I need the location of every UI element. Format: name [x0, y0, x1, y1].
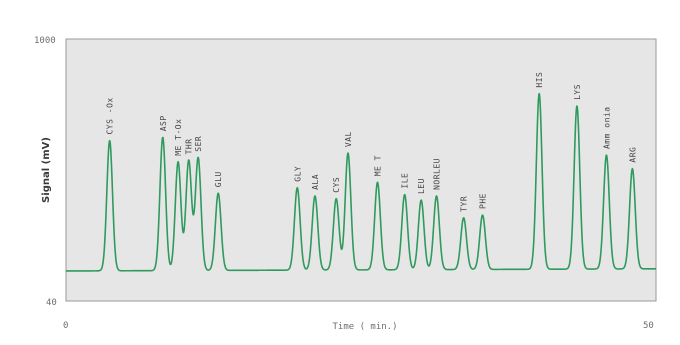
peak-label: CYS — [332, 177, 341, 193]
peak-label: ASP — [159, 115, 168, 131]
y-axis-title: Signal (mV) — [41, 137, 52, 203]
peak-label: Amm onia — [602, 106, 611, 149]
peak-label: ME T — [374, 155, 383, 176]
x-tick-label-max: 50 — [643, 321, 654, 331]
peak-label: GLY — [293, 166, 302, 182]
signal-trace — [65, 92, 657, 272]
peak-label: GLU — [214, 171, 223, 187]
peak-label: NORLEU — [433, 158, 442, 190]
peak-label: TYR — [460, 196, 469, 212]
peak-label: LYS — [573, 84, 582, 100]
x-axis-title: Time ( min.) — [332, 322, 397, 332]
peak-label: HIS — [535, 72, 544, 88]
peak-label: VAL — [344, 131, 353, 147]
peak-label: ARG — [628, 147, 637, 163]
y-tick-label-max: 1000 — [34, 36, 56, 46]
x-tick-label-min: 0 — [63, 321, 68, 331]
peak-label: THR — [185, 138, 194, 154]
peak-label: ALA — [311, 174, 320, 190]
peak-label: ILE — [401, 173, 410, 189]
peak-labels: CYS -Ox ASP ME T-Ox THR SER GLU GLY ALA CYS VAL ME… — [106, 72, 638, 212]
peak-label: PHE — [479, 193, 488, 209]
peak-label: CYS -Ox — [106, 97, 115, 134]
y-tick-label-min: 40 — [46, 298, 57, 308]
plot-area — [65, 38, 657, 302]
peak-label: SER — [194, 136, 203, 152]
peak-label: ME T-Ox — [174, 119, 183, 156]
peak-label: LEU — [417, 178, 426, 194]
